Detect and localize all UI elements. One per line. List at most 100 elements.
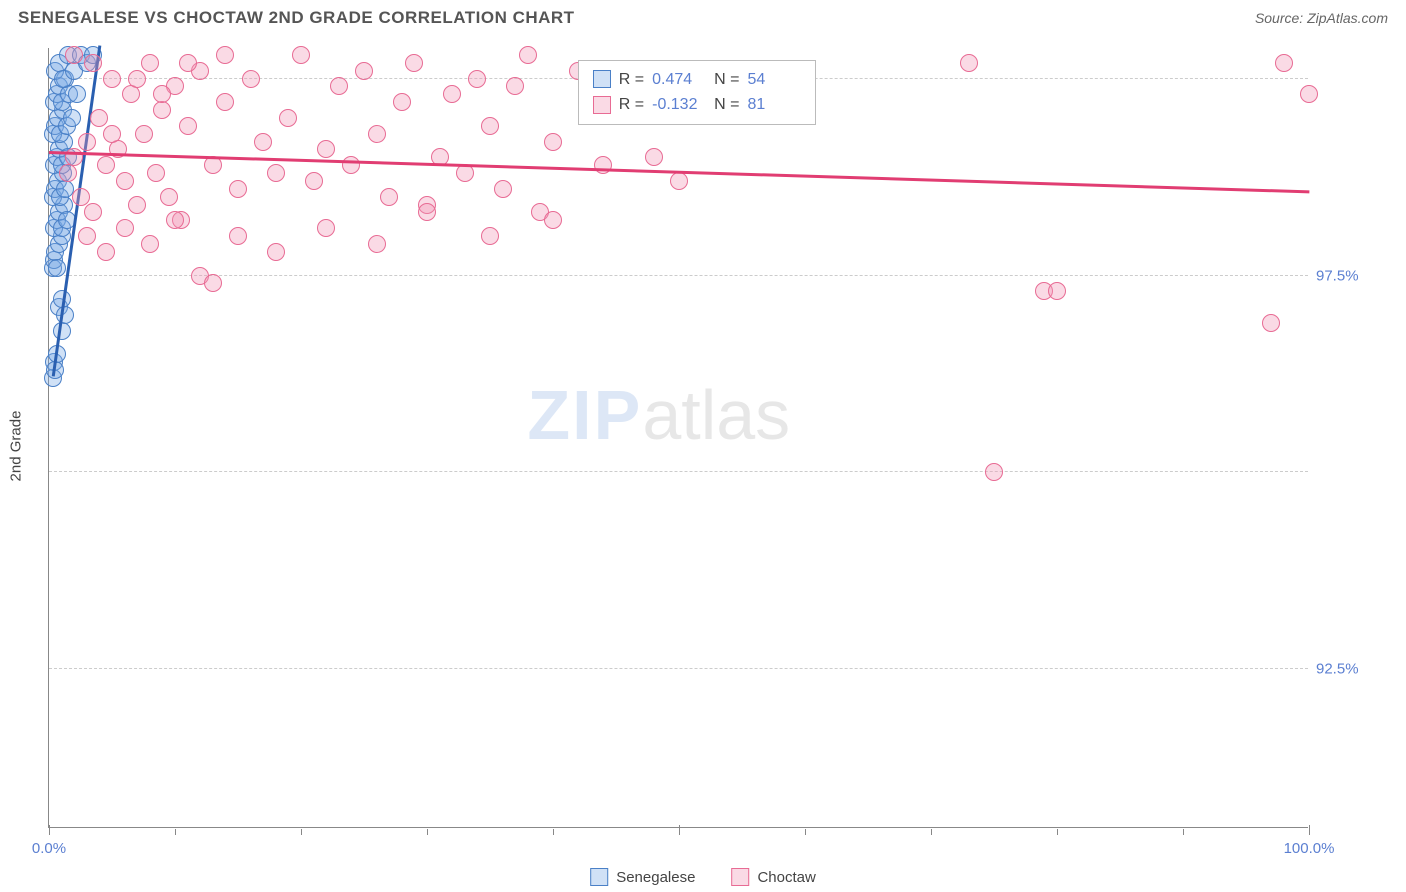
scatter-point bbox=[279, 109, 297, 127]
chart-source: Source: ZipAtlas.com bbox=[1255, 10, 1388, 26]
scatter-point bbox=[1048, 282, 1066, 300]
scatter-point bbox=[380, 188, 398, 206]
scatter-point bbox=[65, 46, 83, 64]
scatter-point bbox=[1275, 54, 1293, 72]
scatter-point bbox=[544, 133, 562, 151]
scatter-point bbox=[481, 227, 499, 245]
scatter-point bbox=[103, 70, 121, 88]
scatter-point bbox=[242, 70, 260, 88]
scatter-point bbox=[267, 243, 285, 261]
scatter-point bbox=[305, 172, 323, 190]
correlation-legend: R =0.474N =54R =-0.132N =81 bbox=[578, 60, 817, 125]
scatter-point bbox=[116, 219, 134, 237]
scatter-point bbox=[229, 227, 247, 245]
scatter-point bbox=[594, 156, 612, 174]
scatter-point bbox=[342, 156, 360, 174]
legend-item: Choctaw bbox=[731, 868, 815, 886]
scatter-point bbox=[254, 133, 272, 151]
series-swatch bbox=[590, 868, 608, 886]
scatter-point bbox=[418, 203, 436, 221]
scatter-point bbox=[141, 235, 159, 253]
scatter-point bbox=[1262, 314, 1280, 332]
x-tick-label: 100.0% bbox=[1284, 840, 1335, 857]
gridline bbox=[49, 275, 1308, 276]
scatter-point bbox=[443, 85, 461, 103]
scatter-point bbox=[153, 101, 171, 119]
scatter-point bbox=[468, 70, 486, 88]
scatter-point bbox=[317, 219, 335, 237]
scatter-point bbox=[84, 54, 102, 72]
scatter-point bbox=[267, 164, 285, 182]
scatter-point bbox=[405, 54, 423, 72]
scatter-point bbox=[368, 125, 386, 143]
correlation-row: R =-0.132N =81 bbox=[593, 92, 802, 118]
scatter-point bbox=[128, 70, 146, 88]
x-tick-minor bbox=[931, 829, 932, 835]
x-tick-minor bbox=[175, 829, 176, 835]
x-tick-minor bbox=[1183, 829, 1184, 835]
series-swatch bbox=[593, 70, 611, 88]
chart-title: SENEGALESE VS CHOCTAW 2ND GRADE CORRELAT… bbox=[18, 8, 575, 28]
legend-item: Senegalese bbox=[590, 868, 695, 886]
scatter-point bbox=[78, 227, 96, 245]
x-tick-major bbox=[49, 825, 50, 835]
scatter-point bbox=[645, 148, 663, 166]
scatter-point bbox=[166, 211, 184, 229]
series-swatch bbox=[593, 96, 611, 114]
series-swatch bbox=[731, 868, 749, 886]
scatter-point bbox=[135, 125, 153, 143]
scatter-point bbox=[147, 164, 165, 182]
scatter-point bbox=[53, 322, 71, 340]
scatter-point bbox=[48, 259, 66, 277]
scatter-point bbox=[97, 156, 115, 174]
x-tick-major bbox=[1309, 825, 1310, 835]
scatter-point bbox=[63, 109, 81, 127]
x-tick-major bbox=[679, 825, 680, 835]
scatter-point bbox=[179, 117, 197, 135]
scatter-point bbox=[229, 180, 247, 198]
scatter-point bbox=[68, 85, 86, 103]
series-legend: Senegalese Choctaw bbox=[590, 868, 816, 886]
scatter-point bbox=[1300, 85, 1318, 103]
scatter-point bbox=[84, 203, 102, 221]
scatter-point bbox=[670, 172, 688, 190]
scatter-point bbox=[292, 46, 310, 64]
scatter-point bbox=[122, 85, 140, 103]
correlation-row: R =0.474N =54 bbox=[593, 67, 802, 93]
x-tick-minor bbox=[805, 829, 806, 835]
scatter-point bbox=[153, 85, 171, 103]
scatter-point bbox=[59, 164, 77, 182]
y-axis-label: 2nd Grade bbox=[8, 411, 25, 482]
y-tick-label: 92.5% bbox=[1316, 661, 1386, 678]
scatter-point bbox=[141, 54, 159, 72]
scatter-point bbox=[97, 243, 115, 261]
scatter-point bbox=[355, 62, 373, 80]
legend-label: Choctaw bbox=[757, 869, 815, 886]
scatter-point bbox=[519, 46, 537, 64]
scatter-point bbox=[506, 77, 524, 95]
scatter-point bbox=[481, 117, 499, 135]
gridline bbox=[49, 471, 1308, 472]
x-tick-minor bbox=[427, 829, 428, 835]
gridline bbox=[49, 668, 1308, 669]
x-tick-minor bbox=[1057, 829, 1058, 835]
scatter-point bbox=[179, 54, 197, 72]
watermark: ZIPatlas bbox=[527, 375, 790, 455]
scatter-point bbox=[330, 77, 348, 95]
scatter-point bbox=[116, 172, 134, 190]
scatter-point bbox=[204, 156, 222, 174]
scatter-point bbox=[960, 54, 978, 72]
scatter-point bbox=[985, 463, 1003, 481]
scatter-point bbox=[317, 140, 335, 158]
y-tick-label: 97.5% bbox=[1316, 267, 1386, 284]
x-tick-minor bbox=[553, 829, 554, 835]
scatter-point bbox=[494, 180, 512, 198]
scatter-point bbox=[72, 188, 90, 206]
scatter-point bbox=[204, 274, 222, 292]
legend-label: Senegalese bbox=[616, 869, 695, 886]
scatter-point bbox=[128, 196, 146, 214]
scatter-point bbox=[456, 164, 474, 182]
scatter-point bbox=[368, 235, 386, 253]
scatter-point bbox=[103, 125, 121, 143]
scatter-point bbox=[216, 46, 234, 64]
